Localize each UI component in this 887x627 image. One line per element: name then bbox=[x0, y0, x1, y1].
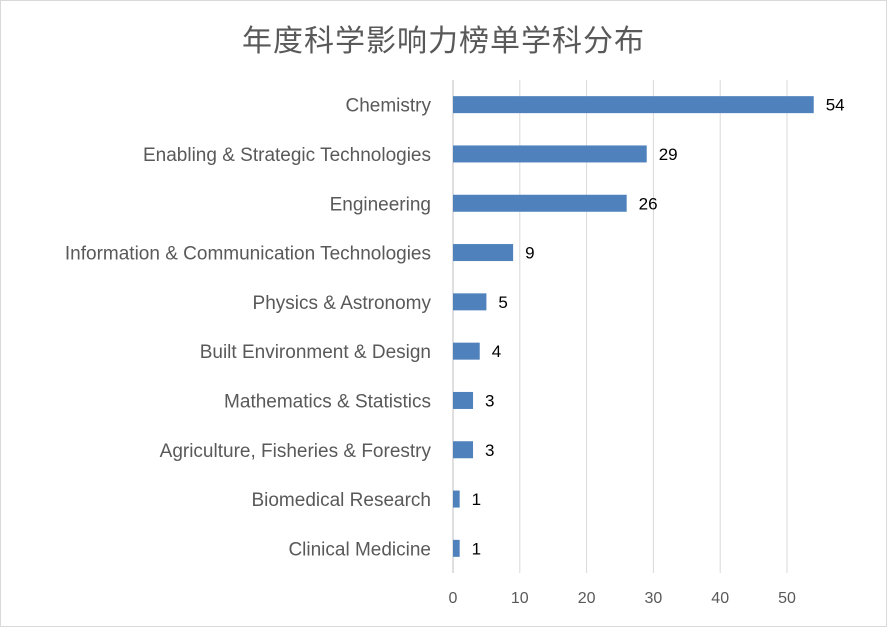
data-label: 29 bbox=[659, 145, 678, 164]
data-label: 26 bbox=[639, 194, 658, 213]
category-label: Enabling & Strategic Technologies bbox=[143, 145, 431, 166]
data-label: 3 bbox=[485, 391, 494, 410]
data-label: 1 bbox=[472, 539, 481, 558]
bar bbox=[453, 441, 474, 459]
category-label: Information & Communication Technologies bbox=[65, 244, 431, 265]
bar bbox=[453, 490, 460, 508]
category-label: Physics & Astronomy bbox=[253, 293, 432, 314]
category-label: Clinical Medicine bbox=[288, 539, 431, 560]
category-label: Built Environment & Design bbox=[200, 342, 431, 363]
category-label: Chemistry bbox=[345, 96, 431, 117]
category-label: Biomedical Research bbox=[251, 490, 431, 511]
bar bbox=[453, 342, 480, 360]
bar bbox=[453, 293, 487, 311]
x-tick-label: 10 bbox=[511, 590, 529, 607]
data-label: 3 bbox=[485, 441, 494, 460]
x-tick-label: 20 bbox=[578, 590, 596, 607]
bar bbox=[453, 244, 514, 262]
x-tick-label: 40 bbox=[711, 590, 729, 607]
data-label: 1 bbox=[472, 490, 481, 509]
x-tick-label: 0 bbox=[449, 590, 458, 607]
data-label: 54 bbox=[826, 96, 845, 115]
chart-title: 年度科学影响力榜单学科分布 bbox=[242, 24, 645, 59]
data-label: 4 bbox=[492, 342, 501, 361]
x-tick-label: 50 bbox=[778, 590, 796, 607]
category-label: Agriculture, Fisheries & Forestry bbox=[160, 441, 432, 462]
bar bbox=[453, 145, 647, 163]
category-label: Mathematics & Statistics bbox=[224, 391, 431, 412]
category-label: Engineering bbox=[330, 194, 431, 215]
data-label: 9 bbox=[525, 244, 534, 263]
data-label: 5 bbox=[498, 293, 507, 312]
bar bbox=[453, 194, 627, 212]
x-tick-label: 30 bbox=[645, 590, 663, 607]
bar bbox=[453, 539, 460, 557]
bar bbox=[453, 391, 474, 409]
bar bbox=[453, 96, 814, 114]
